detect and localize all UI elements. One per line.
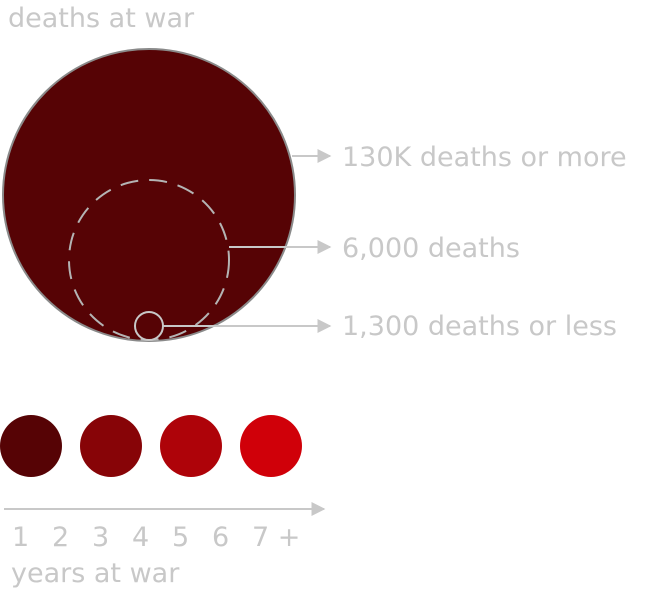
color-swatch-3 (160, 415, 222, 477)
legend-title: deaths at war (8, 3, 195, 34)
years-axis-label: years at war (11, 558, 180, 589)
year-tick-label: 2 (52, 522, 69, 553)
color-swatch-1 (0, 415, 62, 477)
color-swatch-4 (240, 415, 302, 477)
year-tick-label: 7 + (252, 522, 300, 553)
color-swatches (0, 415, 302, 477)
size-circle-small (134, 311, 164, 341)
size-label-small: 1,300 deaths or less (342, 311, 617, 342)
year-tick-label: 1 (12, 522, 29, 553)
year-tick-label: 6 (212, 522, 229, 553)
size-label-large: 130K deaths or more (342, 142, 627, 173)
color-swatch-2 (80, 415, 142, 477)
year-tick-label: 3 (92, 522, 109, 553)
year-tick-label: 5 (172, 522, 189, 553)
size-label-medium: 6,000 deaths (342, 233, 520, 264)
size-circle-large (2, 48, 296, 342)
year-tick-label: 4 (132, 522, 149, 553)
